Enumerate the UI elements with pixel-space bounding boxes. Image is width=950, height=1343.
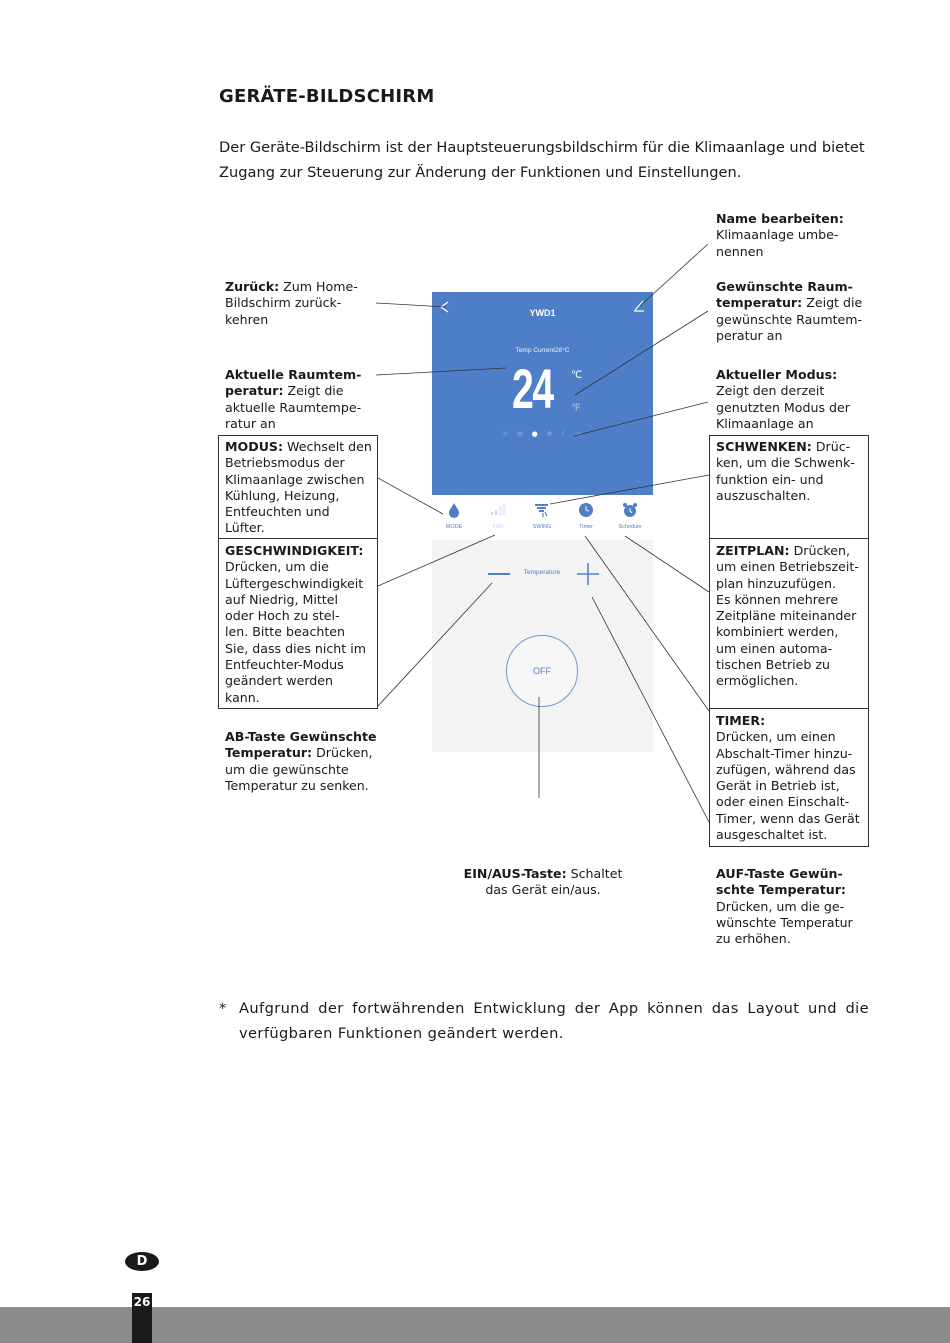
tab-fan[interactable]: FAN [476,495,520,530]
annotation-temp-up: AUF-Taste Gewün- schte Temperatur: Drück… [716,866,853,947]
annotation-mode-box: MODUS: Wechselt den Betriebsmodus der Kl… [218,435,378,539]
annotation-power: EIN/AUS-Taste: Schaltet das Gerät ein/au… [463,866,623,898]
tab-swing[interactable]: SWING [520,495,564,530]
annotation-rename: Name bearbeiten: Klimaanlage umbe- nenne… [716,211,844,259]
unit-celsius[interactable]: ℃ [571,370,583,381]
signal-bars-icon [491,503,506,516]
page-number: 26 [132,1293,152,1343]
annotation-swing-box: SCHWENKEN: Drüc- ken, um die Schwenk- fu… [709,435,869,539]
mode-indicator-row: ☼ ✲ ● ❄ ☾ ≈ [502,430,582,438]
annotation-back: Zurück: Zum Home- Bildschirm zurück- keh… [225,279,358,327]
tab-timer[interactable]: Timer [564,495,608,530]
edit-icon[interactable] [632,299,646,313]
intro-text: Der Geräte-Bildschirm ist der Hauptsteue… [219,139,865,181]
annotation-schedule: ZEITPLAN: Drücken, um einen Betriebszeit… [716,543,859,689]
plus-button[interactable] [576,563,600,585]
tab-mode[interactable]: MODE [432,495,476,530]
swing-icon [535,504,548,517]
annotation-desired-temp: Gewünschte Raum- temperatur: Zeigt die g… [716,279,863,343]
current-temp: Temp Current28°C [515,347,570,354]
function-tabs: MODE FAN SWING Timer Schedule [432,495,653,538]
minus-button[interactable] [488,573,510,575]
annotation-mode: MODUS: Wechselt den Betriebsmodus der Kl… [225,439,372,536]
wind-icon: ≈ [576,430,582,438]
annotation-timer: TIMER: Drücken, um einen Abschalt-Timer … [716,713,860,843]
moon-icon: ☾ [561,430,568,438]
unit-fahrenheit[interactable]: ℉ [571,403,581,414]
footer-band [0,1307,950,1343]
annotation-speed-box: GESCHWINDIGKEIT: Drücken, um die Lüfterg… [218,538,378,709]
page-title: GERÄTE-BILDSCHIRM [219,86,435,107]
drop-icon [449,503,459,518]
annotation-schedule-box: ZEITPLAN: Drücken, um einen Betriebszeit… [709,538,869,709]
sun-icon: ☼ [502,430,509,438]
temperature-label: Temperature [523,569,561,576]
power-button[interactable]: OFF [506,635,578,707]
annotation-swing: SCHWENKEN: Drüc- ken, um die Schwenk- fu… [716,439,855,503]
clock-icon [579,503,593,517]
fan-icon: ✲ [517,430,523,438]
annotation-speed: GESCHWINDIGKEIT: Drücken, um die Lüfterg… [225,543,366,705]
set-temp: 24 [512,357,554,420]
annotation-temp-down: AB-Taste Gewünschte Temperatur: Drücken,… [225,729,377,793]
annotation-current-mode: Aktueller Modus: Zeigt den derzeit genut… [716,367,850,431]
control-panel: Temperature OFF [432,540,653,752]
drop-icon: ● [531,430,538,438]
app-header-panel: YWD1 Temp Current28°C 24 ℃ ℉ ☼ ✲ ● ❄ ☾ ≈ [432,292,653,495]
annotation-current-temp: Aktuelle Raumtem- peratur: Zeigt die akt… [225,367,362,431]
footnote: * Aufgrund der fortwährenden Entwicklung… [219,1000,869,1042]
annotation-timer-box: TIMER: Drücken, um einen Abschalt-Timer … [709,708,869,847]
language-badge: D [125,1252,159,1271]
device-name: YWD1 [529,308,556,318]
power-label: OFF [533,666,551,676]
snowflake-icon: ❄ [546,430,553,438]
tab-schedule[interactable]: Schedule [608,495,652,530]
alarm-clock-icon [623,503,637,517]
